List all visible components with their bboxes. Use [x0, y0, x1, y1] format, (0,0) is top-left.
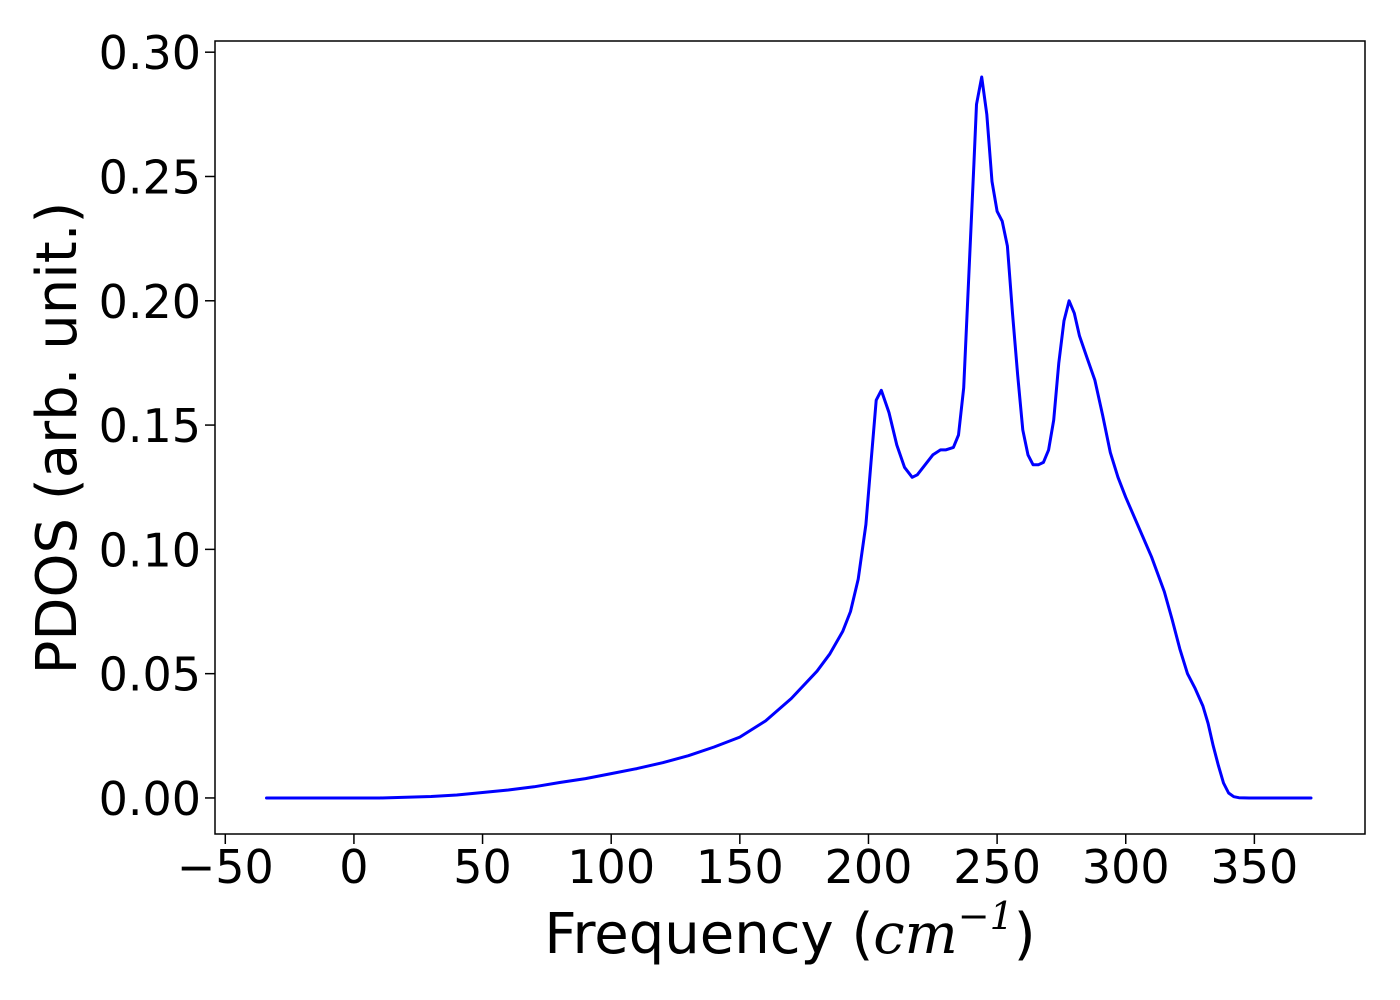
x-tick-label: 0 [339, 840, 368, 894]
x-tick-label: −50 [177, 840, 274, 894]
plot-frame [214, 40, 1366, 835]
x-tick-label: 150 [696, 840, 784, 894]
y-tick-label: 0.05 [99, 648, 201, 702]
x-tick-label: 350 [1210, 840, 1298, 894]
y-tick-label: 0.20 [99, 275, 201, 329]
x-tick-label: 200 [825, 840, 913, 894]
x-tick-label: 100 [567, 840, 655, 894]
x-axis-label: Frequency (cm−1) [544, 894, 1035, 967]
y-tick-label: 0.15 [99, 399, 201, 453]
x-tick-label: 50 [453, 840, 512, 894]
y-tick-label: 0.30 [99, 26, 201, 80]
y-tick-label: 0.00 [99, 772, 201, 826]
y-axis-label: PDOS (arb. unit.) [25, 202, 90, 675]
x-tick-label: 250 [953, 840, 1041, 894]
y-tick-label: 0.25 [99, 150, 201, 204]
y-axis: 0.00 0.05 0.10 0.15 0.20 0.25 0.30 [99, 26, 215, 826]
pdos-series-line [265, 75, 1313, 800]
x-tick-label: 300 [1082, 840, 1170, 894]
plot-layer [265, 75, 1313, 800]
y-tick-label: 0.10 [99, 523, 201, 577]
x-axis: −50 0 50 100 150 200 250 300 350 [177, 834, 1298, 894]
